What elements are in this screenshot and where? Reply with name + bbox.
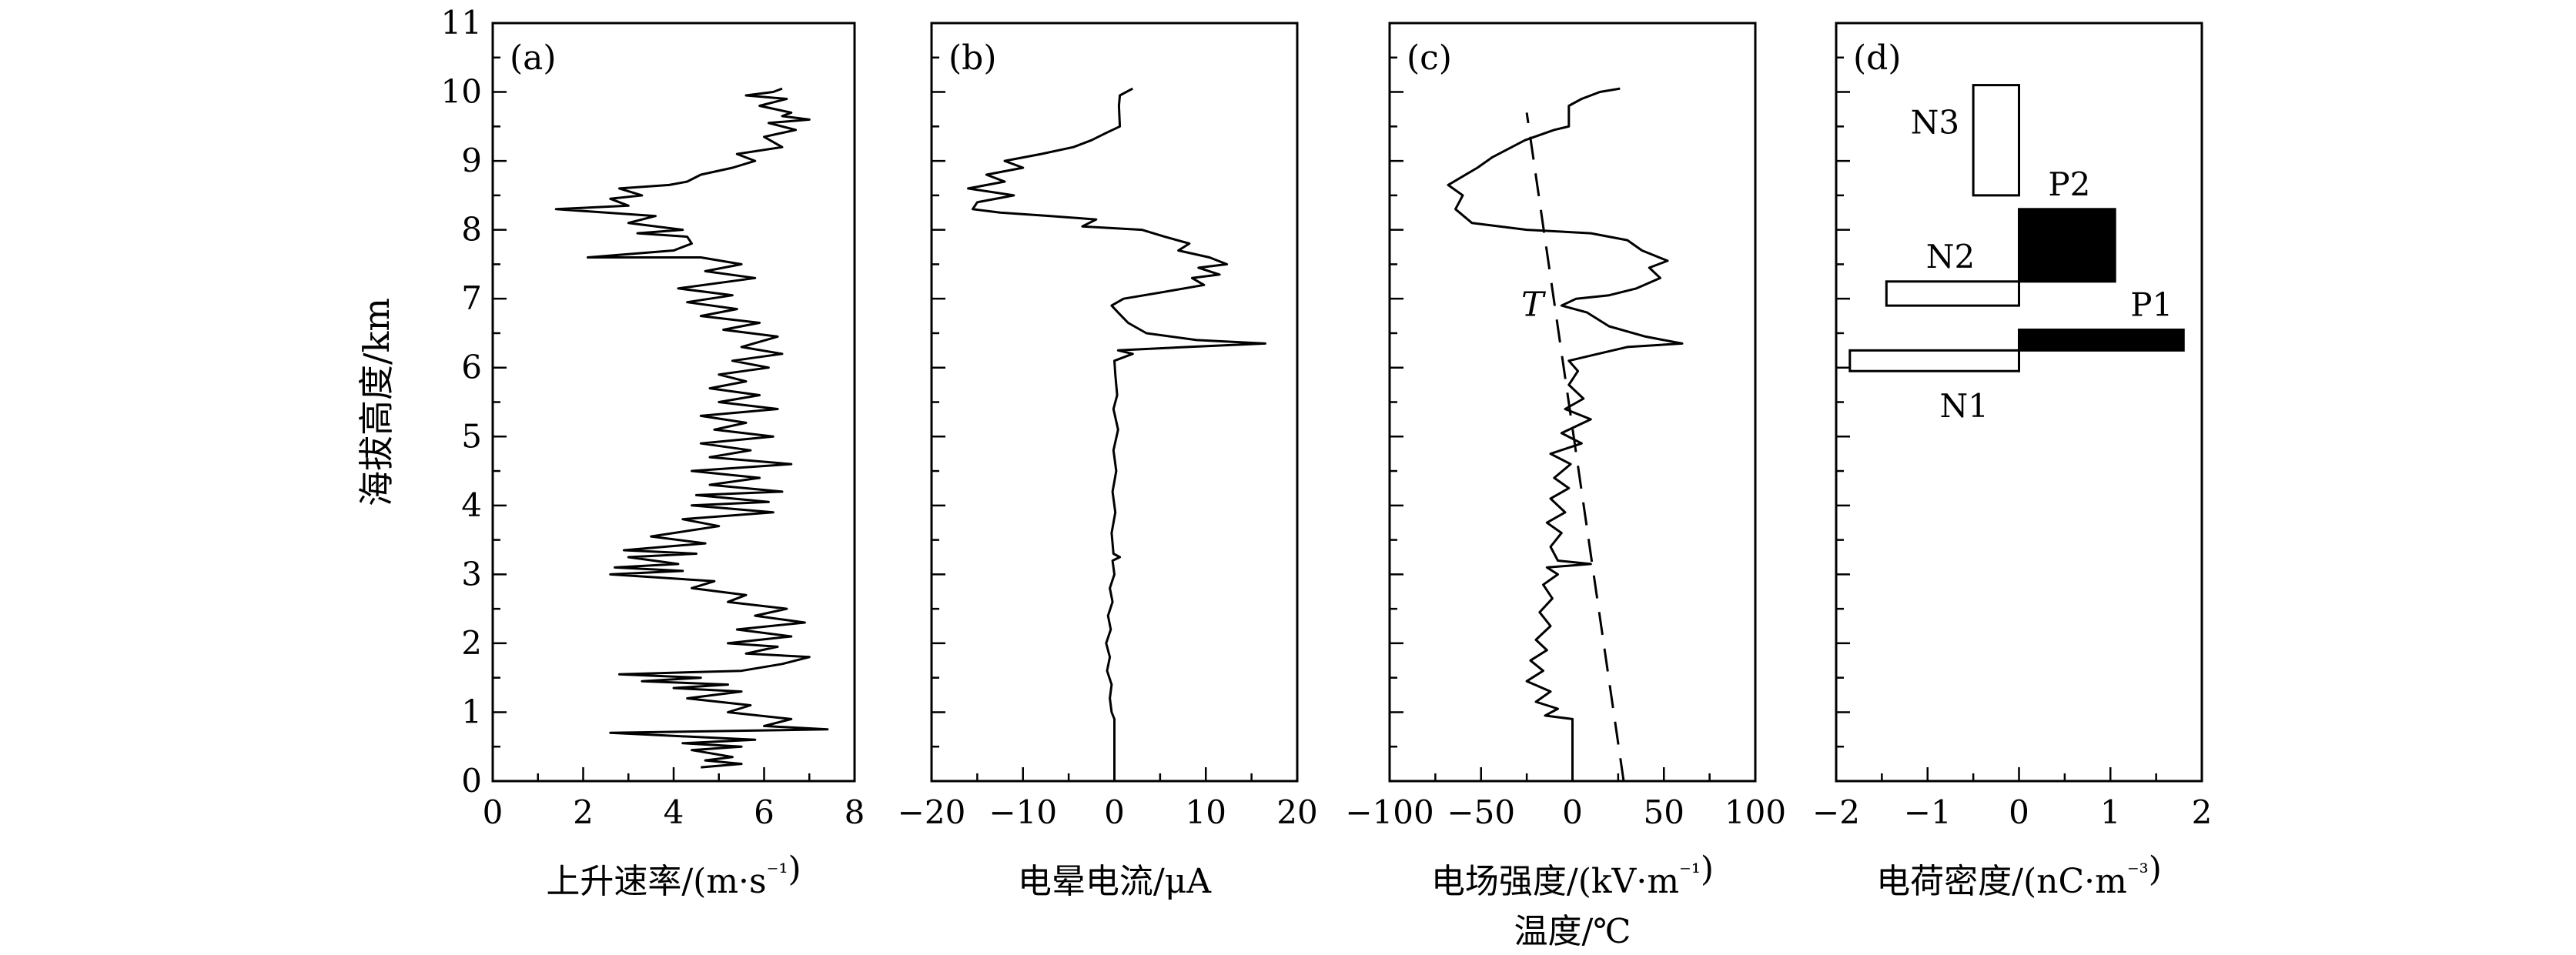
series-temperature-line: [1525, 112, 1625, 782]
charge-region-n1-label: N1: [1940, 387, 1989, 425]
panel-c-x-label: 电场强度/(kV·m⁻¹): [1431, 850, 1714, 901]
y-tick-label: 0: [461, 762, 482, 800]
panel-b-x-label: 电晕电流/μA: [1018, 862, 1212, 901]
x-tick-label: −50: [1447, 793, 1515, 831]
y-axis-label: 海拔高度/km: [356, 298, 397, 506]
y-tick-label: 5: [461, 417, 482, 455]
x-tick-label: 10: [1186, 793, 1226, 831]
charge-region-n3: [1972, 84, 2020, 197]
x-tick-label: 100: [1725, 793, 1786, 831]
charge-region-p1-label: P1: [2130, 285, 2173, 323]
panel-a-frame: [491, 22, 856, 783]
charge-region-n1: [1848, 349, 2020, 372]
charge-region-n3-label: N3: [1911, 103, 1959, 141]
temperature-label: T: [1521, 285, 1547, 325]
panel-c-label: (c): [1407, 38, 1452, 78]
panel-a: 0 1 2 3 4 5 6 7 8 9 10 11 0 2 4 6 8 (a) 上升速率/(m·s⁻¹): [441, 4, 865, 901]
y-tick-label: 11: [441, 4, 482, 42]
y-tick-label: 8: [461, 211, 482, 249]
y-tick-label: 10: [441, 73, 482, 111]
x-tick-label: −1: [1904, 793, 1952, 831]
x-tick-label: 0: [1562, 793, 1583, 831]
charge-region-p1: [2018, 328, 2185, 352]
x-tick-label: 50: [1644, 793, 1684, 831]
charge-region-p2: [2018, 208, 2116, 283]
panel-c-x-label-2: 温度/℃: [1514, 912, 1631, 951]
x-tick-label: −100: [1345, 793, 1434, 831]
x-tick-label: 1: [2100, 793, 2121, 831]
panel-a-label: (a): [510, 38, 557, 78]
x-tick-label: 8: [845, 793, 865, 831]
x-tick-label: 4: [664, 793, 684, 831]
panel-b: −20 −10 0 10 20 (b) 电晕电流/μA: [898, 22, 1318, 901]
x-tick-label: 0: [2009, 793, 2029, 831]
y-tick-label: 4: [461, 486, 482, 524]
x-tick-label: 2: [573, 793, 594, 831]
x-tick-label: 0: [1104, 793, 1125, 831]
x-tick-label: −2: [1812, 793, 1860, 831]
panel-d-x-label: 电荷密度/(nC·m⁻³): [1876, 850, 2162, 901]
x-tick-label: 2: [2192, 793, 2213, 831]
x-tick-label: −20: [898, 793, 966, 831]
y-tick-label: 2: [461, 624, 482, 662]
y-tick-label: 7: [461, 279, 482, 317]
x-tick-label: 6: [754, 793, 774, 831]
panel-a-x-label: 上升速率/(m·s⁻¹): [546, 850, 801, 901]
charge-region-n2-label: N2: [1926, 238, 1975, 275]
series-c-line: [1447, 87, 1684, 781]
panel-c-frame: [1388, 22, 1757, 783]
y-tick-label: 6: [461, 349, 482, 386]
panel-d: −2 −1 0 1 2 (d) 电荷密度/(nC·m⁻³) N1 P1 N2 P2 N3: [1812, 22, 2213, 901]
charge-region-n2: [1885, 280, 2020, 307]
series-a-line: [554, 87, 829, 769]
y-tick-label: 3: [461, 555, 482, 593]
y-tick-label: 9: [461, 142, 482, 179]
y-tick-label: 1: [461, 693, 482, 730]
charge-region-p2-label: P2: [2048, 165, 2090, 203]
series-b-line: [967, 87, 1266, 781]
panel-c: −100 −50 0 50 100 (c) 电场强度/(kV·m⁻¹) 温度/℃ T: [1345, 22, 1786, 951]
x-tick-label: −10: [989, 793, 1057, 831]
x-tick-label: 0: [483, 793, 503, 831]
x-tick-label: 20: [1276, 793, 1317, 831]
panel-b-label: (b): [948, 38, 997, 78]
panel-d-label: (d): [1853, 38, 1902, 78]
